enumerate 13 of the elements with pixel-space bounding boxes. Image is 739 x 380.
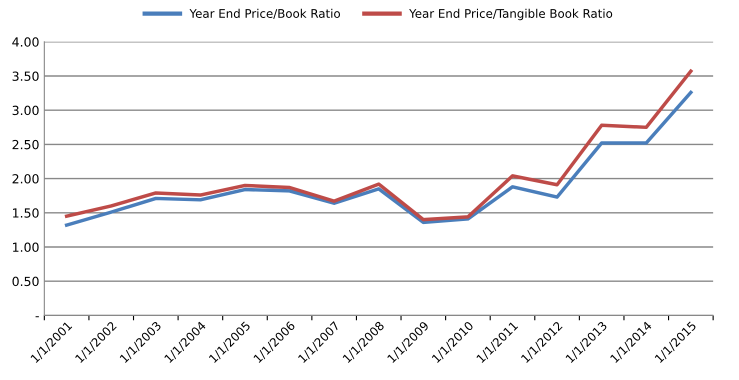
legend-label: Year End Price/Tangible Book Ratio xyxy=(409,8,612,20)
y-tick-label: 1.50 xyxy=(13,208,39,218)
y-tick-label: 0.50 xyxy=(12,276,39,286)
line-series xyxy=(64,69,693,222)
y-tick-label: 1.00 xyxy=(13,242,39,252)
legend-label: Year End Price/Book Ratio xyxy=(189,8,340,19)
line-series xyxy=(64,90,693,227)
y-tick-label: 2.00 xyxy=(12,174,39,184)
y-tick-label: - xyxy=(36,316,39,318)
y-tick-label: 3.50 xyxy=(12,71,39,81)
y-tick-label: 4.00 xyxy=(12,37,39,47)
y-tick-label: 2.50 xyxy=(12,140,39,150)
y-tick-label: 3.00 xyxy=(12,106,39,116)
